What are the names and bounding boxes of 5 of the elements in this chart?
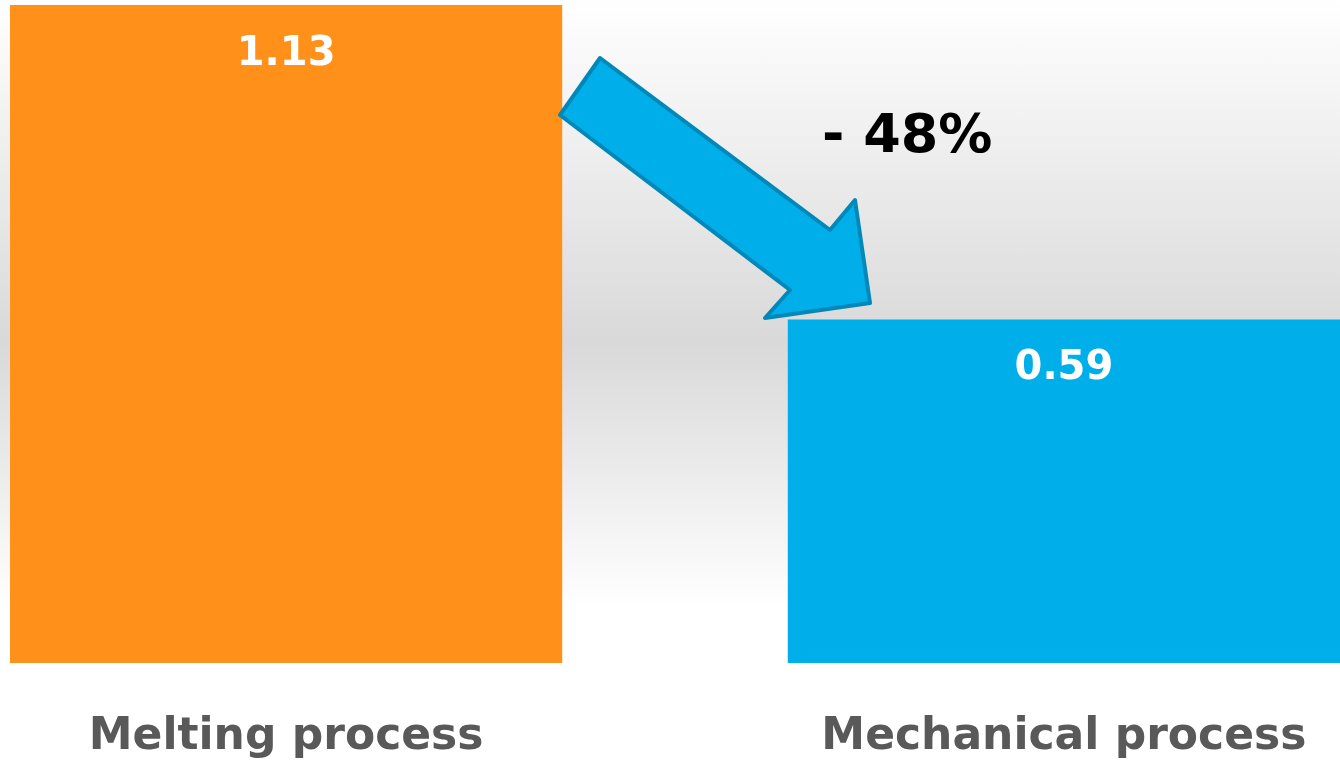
data-label: 1.13 [236,28,336,74]
x-tick-label: Melting process [88,707,484,759]
annotation: - 48% [822,102,993,165]
x-tick-label: Mechanical process [821,707,1307,759]
data-label: 0.59 [1014,342,1114,389]
